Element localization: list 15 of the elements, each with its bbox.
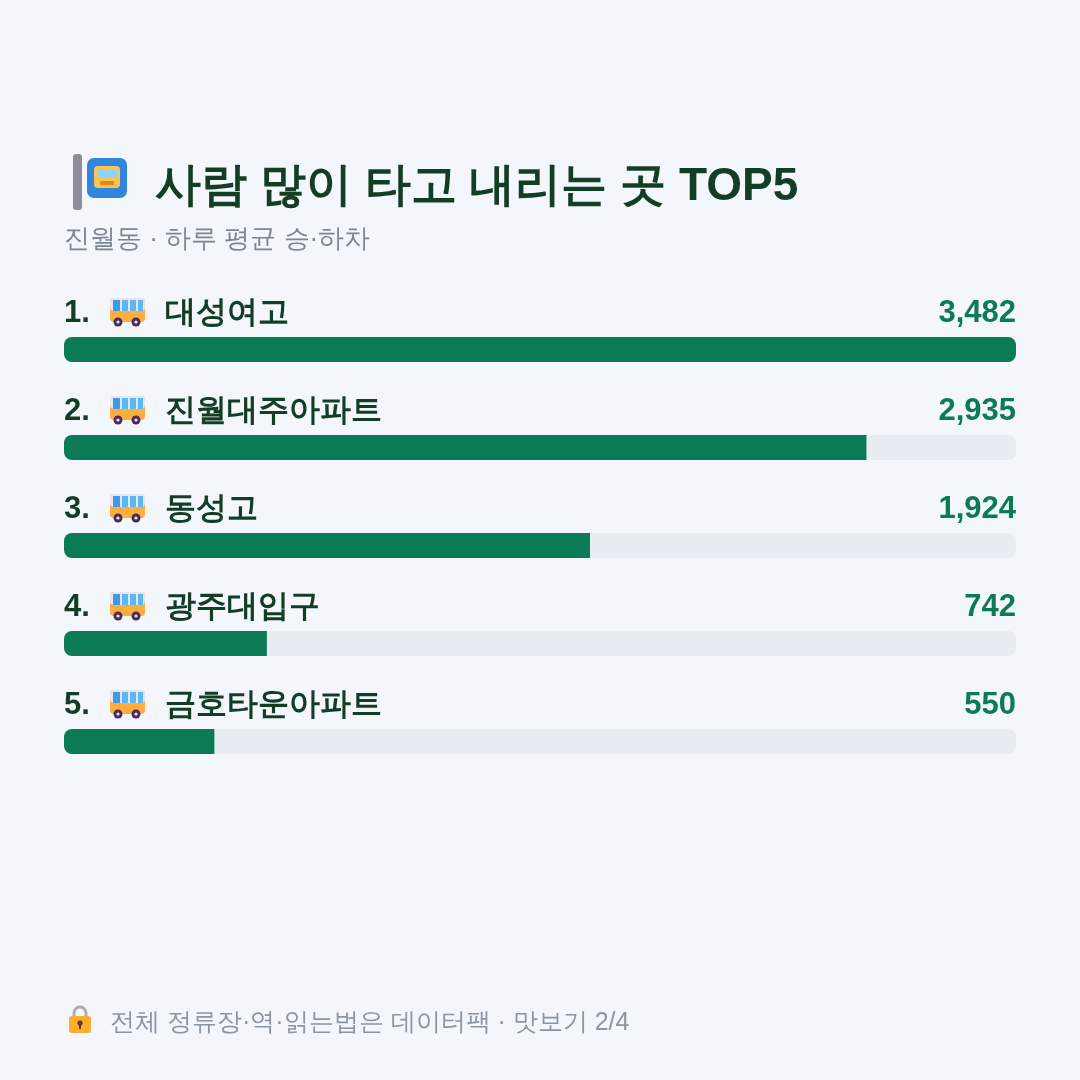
category-label: 1. 대성여고 [64,294,289,329]
chart-subtitle: 진월동 · 하루 평균 승·하차 [64,223,371,253]
data-label: 2,935 [938,392,1016,427]
category-label: 4. 광주대입구 [64,588,320,623]
category-label: 5. 금호타운아파트 [64,686,382,721]
data-label: 1,924 [938,490,1017,525]
chart-title: 사람 많이 타고 내리는 곳 TOP5 [155,158,799,210]
data-label: 742 [964,588,1016,623]
text: 전체 정류장·역·읽는법은 데이터팩 · 맛보기 2/4 [110,1007,630,1035]
data-label: 3,482 [938,294,1016,329]
bar [64,729,215,754]
data-label: 550 [964,686,1016,721]
bar [64,631,267,656]
category-label: 2. 진월대주아파트 [64,392,382,427]
category-label: 3. 동성고 [64,490,258,525]
